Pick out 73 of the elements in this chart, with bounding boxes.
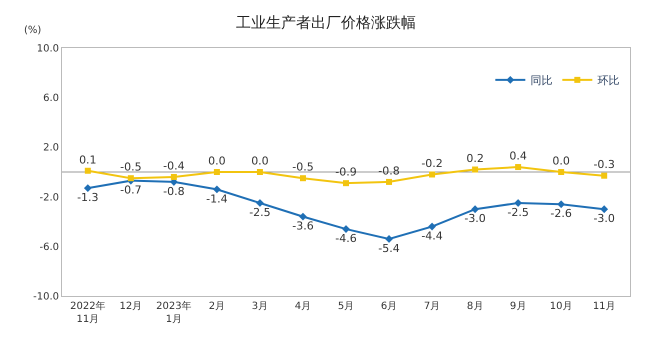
point <box>256 169 263 175</box>
point <box>471 205 479 214</box>
y-tick-label: -2.0 <box>39 192 59 204</box>
data-label: 0.0 <box>552 154 570 168</box>
x-tick-label: 5月 <box>338 301 354 312</box>
y-tick-label: 2.0 <box>43 142 59 154</box>
x-tick-label: 8月 <box>466 301 484 312</box>
data-label: -2.5 <box>507 206 529 219</box>
point <box>343 180 349 186</box>
point <box>558 169 564 175</box>
x-tick-label: 6月 <box>380 301 398 312</box>
data-label: -1.4 <box>206 192 228 206</box>
point <box>214 169 220 175</box>
data-label: -0.7 <box>120 184 142 197</box>
x-tick-label: 7月 <box>424 301 440 312</box>
point <box>600 205 608 214</box>
point <box>386 178 392 185</box>
point <box>385 235 393 243</box>
y-tick-label: 6.0 <box>43 93 59 104</box>
point <box>342 225 350 233</box>
point <box>84 168 91 174</box>
point <box>429 171 436 178</box>
point <box>557 200 566 208</box>
point <box>128 175 134 182</box>
data-label: 0.0 <box>208 154 226 168</box>
data-label: -4.6 <box>335 232 357 246</box>
data-label: -0.5 <box>120 160 142 174</box>
point <box>213 185 221 194</box>
y-tick-label: 10.0 <box>36 44 59 54</box>
point <box>256 199 264 207</box>
data-label: -2.5 <box>249 206 271 219</box>
legend-label: 环比 <box>597 74 620 88</box>
x-tick-label: 2月 <box>208 301 226 312</box>
data-label: 0.0 <box>251 154 269 168</box>
x-tick-label: 11月 <box>592 301 616 312</box>
data-label: 0.2 <box>466 152 484 166</box>
x-tick-label: 2022年 11月 <box>70 300 106 325</box>
data-label: -0.5 <box>292 160 314 174</box>
data-label: -0.8 <box>378 164 400 178</box>
data-label: -0.2 <box>421 156 443 170</box>
point <box>514 199 522 207</box>
chart-title: 工业生产者出厂价格涨跌幅 <box>236 14 416 32</box>
x-tick-label: 2023年 1月 <box>156 300 192 325</box>
point <box>84 184 92 192</box>
data-label: -5.4 <box>378 242 400 255</box>
data-label: 0.1 <box>79 153 97 166</box>
point <box>300 175 306 182</box>
point <box>428 222 436 230</box>
point <box>515 164 522 170</box>
x-tick-label: 4月 <box>294 301 312 312</box>
data-label: -4.4 <box>421 230 443 243</box>
data-label: -1.3 <box>77 191 99 204</box>
legend-label: 同比 <box>530 74 552 88</box>
point <box>170 174 177 180</box>
y-tick-label: -10.0 <box>33 292 59 302</box>
x-tick-label: 3月 <box>252 301 268 312</box>
data-label: -3.6 <box>292 220 314 233</box>
data-label: -0.4 <box>163 159 185 172</box>
data-label: 0.4 <box>509 150 527 163</box>
data-label: -3.0 <box>464 212 486 226</box>
y-axis-title: (%) <box>24 25 42 36</box>
data-label: -0.8 <box>163 184 185 198</box>
x-tick-label: 12月 <box>119 301 142 312</box>
point <box>299 212 307 221</box>
x-tick-label: 10月 <box>550 301 573 312</box>
x-tick-label: 9月 <box>510 301 526 312</box>
point <box>472 166 478 173</box>
point <box>601 172 608 179</box>
y-tick-label: -6.0 <box>39 242 59 253</box>
data-label: -0.3 <box>593 158 615 172</box>
data-label: -2.6 <box>550 207 572 220</box>
data-label: -0.9 <box>335 166 357 179</box>
data-label: -3.0 <box>593 212 615 226</box>
